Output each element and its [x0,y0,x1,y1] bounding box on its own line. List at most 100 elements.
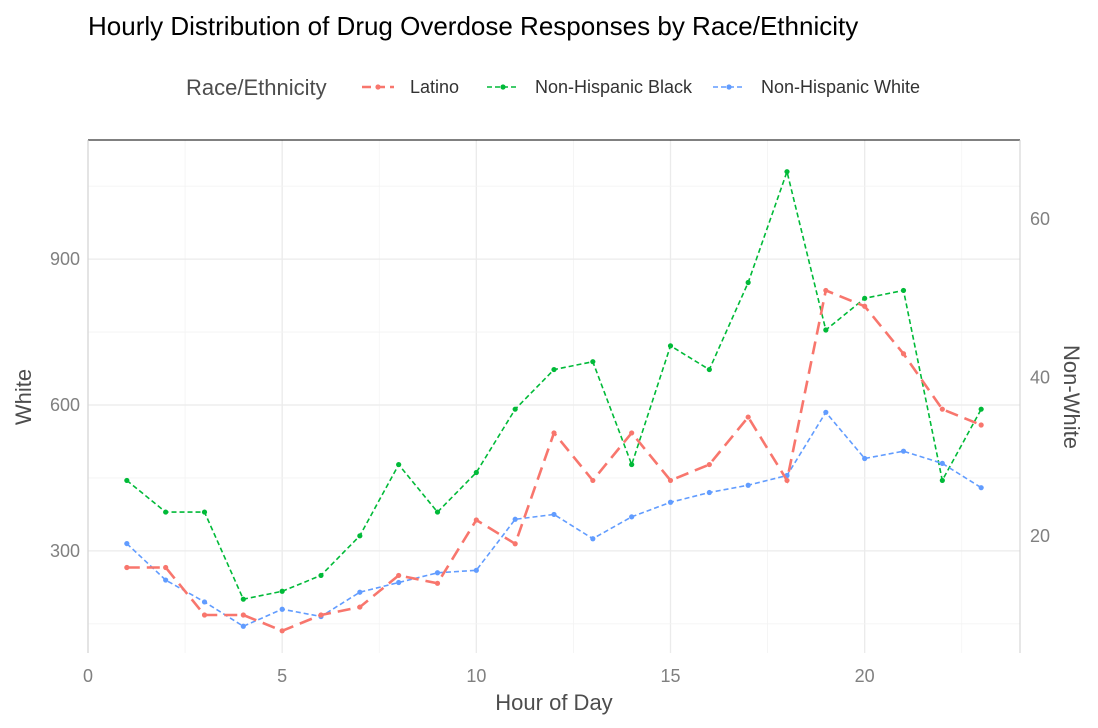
data-point-non-hispanic-white [396,579,402,586]
series-latino [124,287,984,634]
data-point-latino [240,612,246,618]
data-point-non-hispanic-black [667,343,674,349]
data-point-non-hispanic-white [706,489,712,496]
data-point-non-hispanic-white [667,499,674,505]
data-point-non-hispanic-white [862,455,868,462]
y2-axis-ticks: 20 40 60 [1030,209,1050,546]
data-point-latino [473,517,479,523]
data-point-latino [124,564,130,571]
x-axis-title: Hour of Day [495,690,612,715]
legend-label: Non-Hispanic Black [535,77,693,97]
data-point-non-hispanic-white [978,485,984,491]
data-point-latino [900,351,907,357]
data-point-non-hispanic-black [124,477,130,484]
data-point-latino [745,414,751,420]
data-point-latino [551,430,557,436]
legend-title: Race/Ethnicity [186,75,327,100]
data-point-non-hispanic-black [939,477,945,484]
data-point-non-hispanic-black [551,366,557,373]
y-axis-ticks: 300 600 900 [50,249,80,561]
y2-tick-label: 20 [1030,526,1050,546]
data-point-latino [823,287,829,294]
data-point-non-hispanic-black [629,461,635,468]
data-point-non-hispanic-black [396,461,402,468]
data-point-non-hispanic-white [124,540,130,547]
series-layer [124,168,984,634]
x-tick-label: 5 [277,666,287,686]
data-point-non-hispanic-white [434,570,441,576]
data-point-latino [590,477,596,484]
data-point-non-hispanic-black [784,169,790,175]
data-point-latino [862,303,868,309]
data-point-non-hispanic-black [163,509,169,515]
x-axis-ticks: 0 5 10 15 20 [83,666,875,686]
data-point-non-hispanic-white [512,516,518,522]
data-point-latino [163,564,169,571]
legend-items: Latino Non-Hispanic Black Non-Hispanic Whi… [362,77,920,97]
y2-axis-title: Non-White [1059,345,1084,449]
x-tick-label: 15 [660,666,680,686]
data-point-non-hispanic-white [551,511,557,518]
legend: Race/Ethnicity Latino Non-Hispanic Black N… [186,75,920,100]
data-point-latino [201,612,208,618]
legend-item-non-hispanic-black: Non-Hispanic Black [487,77,693,97]
y-tick-label: 900 [50,249,80,269]
data-point-non-hispanic-white [473,567,479,573]
data-point-latino [706,461,712,468]
legend-label: Latino [410,77,459,97]
data-point-non-hispanic-black [201,509,208,515]
data-point-non-hispanic-white [629,514,635,520]
x-tick-label: 10 [466,666,486,686]
legend-label: Non-Hispanic White [761,77,920,97]
y-tick-label: 600 [50,395,80,415]
data-point-non-hispanic-white [823,409,829,415]
plot-area [87,139,1021,653]
y-axis-title: White [11,369,36,425]
data-point-non-hispanic-white [201,599,208,605]
data-point-latino [978,422,984,428]
grid [87,140,1020,653]
data-point-non-hispanic-black [512,406,518,412]
data-point-non-hispanic-black [900,287,907,294]
data-point-latino [939,406,945,412]
data-point-latino [434,580,441,586]
data-point-latino [279,628,285,634]
legend-key-point [375,84,381,90]
legend-item-non-hispanic-white: Non-Hispanic White [713,77,920,97]
data-point-non-hispanic-black [434,509,441,515]
y-tick-label: 300 [50,541,80,561]
data-point-non-hispanic-white [745,482,751,488]
data-point-non-hispanic-white [939,460,945,466]
data-point-non-hispanic-black [590,359,596,365]
data-point-non-hispanic-black [706,366,712,373]
legend-item-latino: Latino [362,77,459,97]
x-tick-label: 0 [83,666,93,686]
data-point-non-hispanic-black [473,469,479,476]
data-point-latino [318,612,324,618]
chart-title: Hourly Distribution of Drug Overdose Res… [88,11,858,41]
data-point-non-hispanic-white [163,577,169,583]
data-point-non-hispanic-black [279,588,285,594]
legend-key-point [500,84,506,90]
x-tick-label: 20 [855,666,875,686]
data-point-non-hispanic-white [590,536,596,542]
data-point-non-hispanic-white [357,589,363,595]
series-non-hispanic-white [124,409,984,629]
data-point-latino [396,572,402,579]
data-point-non-hispanic-black [862,295,868,301]
data-point-non-hispanic-black [745,279,751,286]
data-point-non-hispanic-black [978,406,984,412]
data-point-latino [784,477,790,484]
data-point-latino [629,430,635,436]
series-line-non-hispanic-black [126,168,982,601]
data-point-non-hispanic-white [240,623,246,629]
data-point-latino [357,604,363,610]
data-point-non-hispanic-black [823,327,829,333]
series-non-hispanic-black [124,168,984,602]
y2-tick-label: 40 [1030,368,1050,388]
legend-key-point [726,84,732,90]
data-point-non-hispanic-black [240,596,246,602]
data-point-latino [512,541,518,547]
series-line-non-hispanic-white [126,410,982,628]
data-point-non-hispanic-white [279,606,285,612]
